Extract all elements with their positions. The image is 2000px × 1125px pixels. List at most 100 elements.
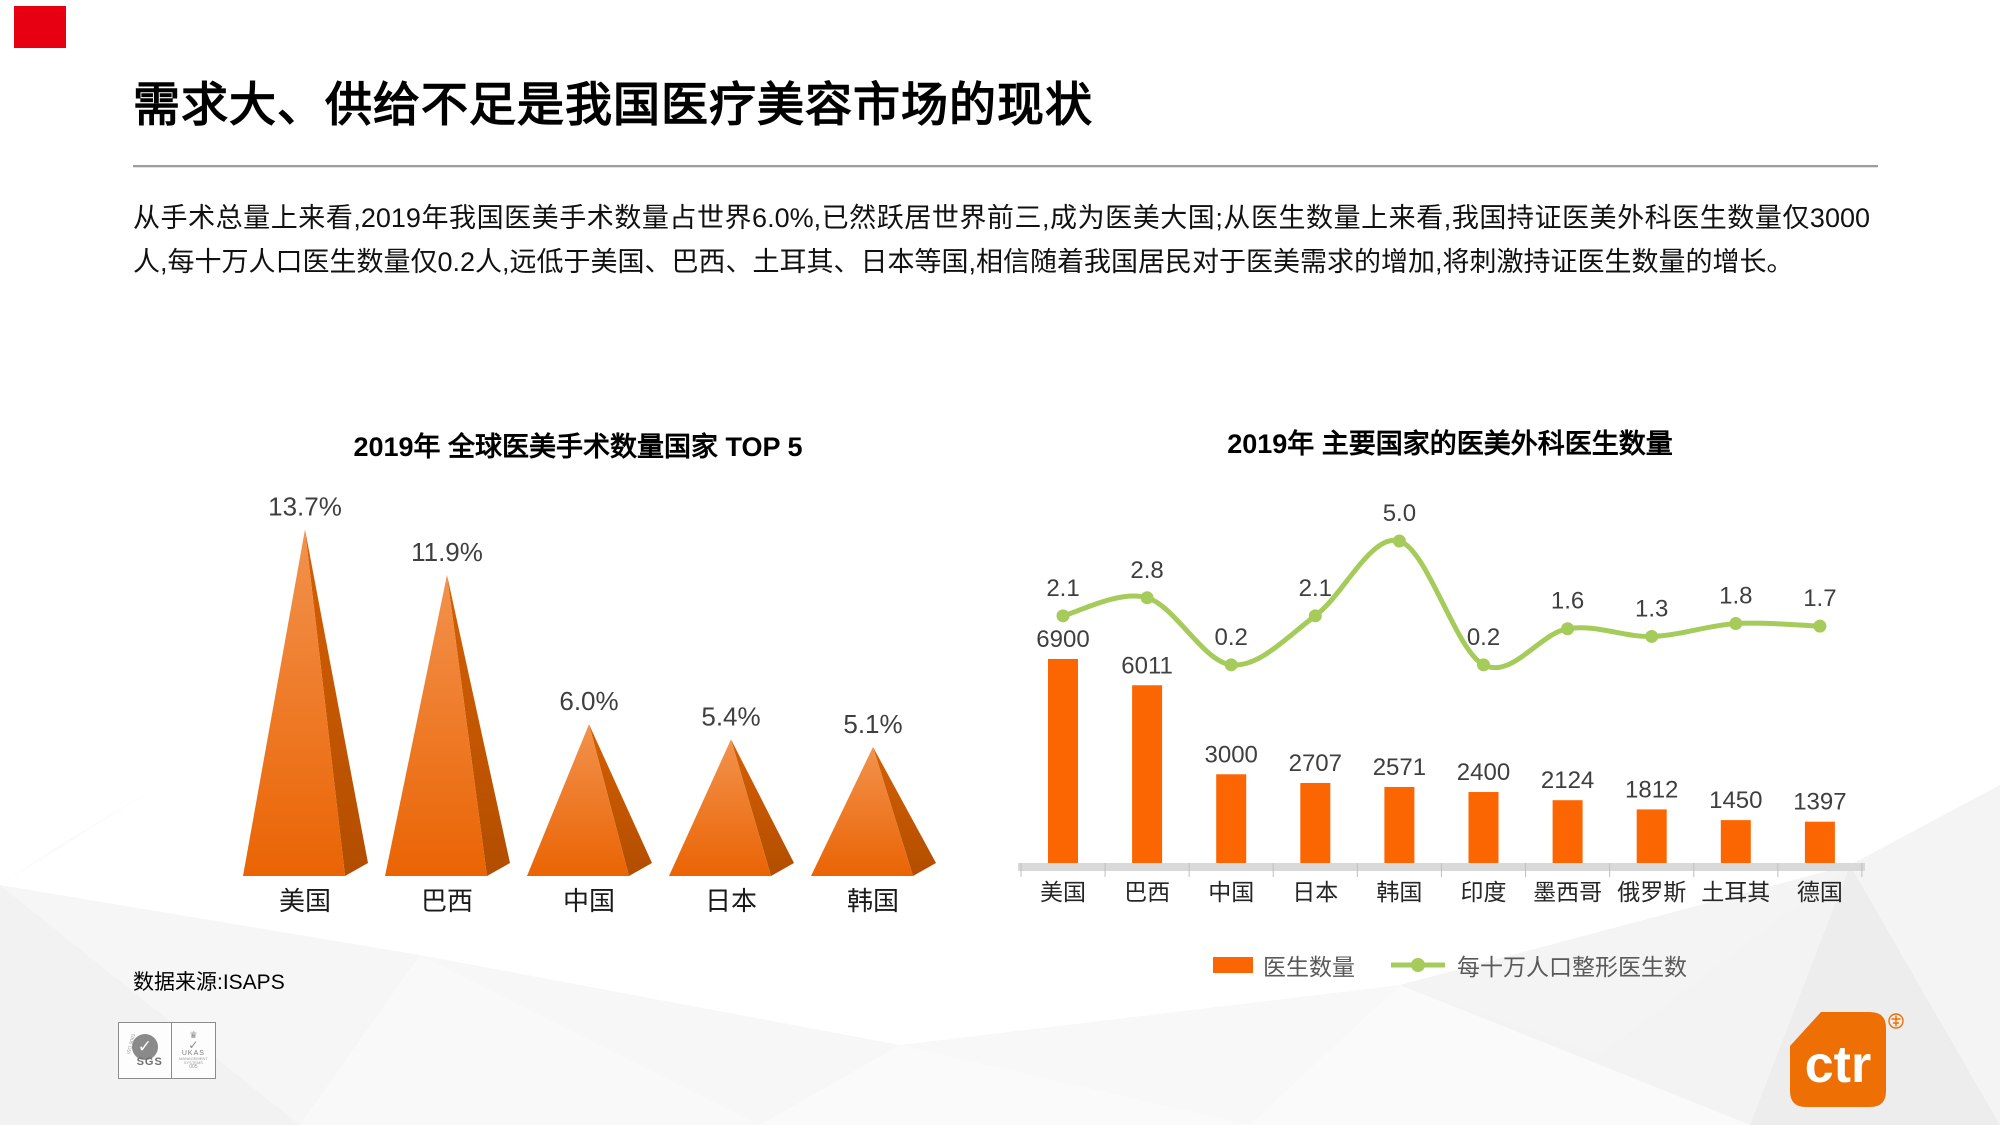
body-paragraph: 从手术总量上来看,2019年我国医美手术数量占世界6.0%,已然跃居世界前三,成… — [133, 203, 1870, 278]
pyramid-value-label: 5.1% — [843, 709, 902, 739]
bar-value-label: 2571 — [1373, 754, 1426, 781]
pyramid-front-face — [385, 574, 487, 876]
pyramid-front-face — [811, 746, 913, 876]
pyramid-side-face — [305, 529, 368, 876]
line-point — [1645, 629, 1659, 643]
ukas-number: 005 — [189, 1064, 198, 1070]
ctr-logo-text: ctr — [1805, 1036, 1871, 1094]
ctr-logo-shape — [1790, 1012, 1886, 1107]
ukas-label: UKAS — [181, 1050, 205, 1057]
line-value-label: 2.1 — [1046, 575, 1079, 602]
x-axis-label: 韩国 — [847, 886, 899, 916]
pyramid-value-label: 11.9% — [411, 537, 483, 567]
line-value-label: 1.7 — [1803, 585, 1836, 612]
pyramid-front-face — [243, 529, 345, 876]
ukas-logo: ♛ ✓ UKAS MANAGEMENT SYSTEMS 005 — [172, 1023, 215, 1078]
x-axis-label: 德国 — [1797, 879, 1843, 905]
x-axis-label: 韩国 — [1376, 879, 1422, 905]
bar-value-label: 1450 — [1709, 787, 1762, 814]
pyramid-front-face — [669, 739, 771, 876]
x-axis-label: 美国 — [279, 886, 331, 916]
line-point — [1392, 534, 1406, 548]
line-point — [1729, 617, 1743, 631]
crown-icon: ♛ — [189, 1030, 198, 1040]
x-axis-label: 日本 — [1292, 879, 1338, 905]
trend-line — [1060, 537, 1823, 670]
line-value-label: 2.1 — [1299, 575, 1332, 602]
line-point — [1561, 622, 1575, 636]
legend-label-line: 每十万人口整形医生数 — [1457, 954, 1687, 980]
bar-value-label: 2707 — [1289, 750, 1342, 777]
pyramid-side-face — [873, 746, 936, 876]
sgs-logo: ISO 9001 ✓ SGS — [119, 1023, 172, 1078]
x-axis-label: 巴西 — [1124, 879, 1170, 905]
bar — [1552, 800, 1583, 863]
registered-mark-icon — [1888, 1013, 1904, 1029]
accent-red-square — [14, 6, 66, 48]
x-axis-label: 巴西 — [421, 886, 473, 916]
x-axis-label: 中国 — [1208, 879, 1254, 905]
legend-label-bars: 医生数量 — [1263, 954, 1355, 980]
bar-series-swatch-icon — [1213, 957, 1253, 973]
line-point — [1477, 658, 1490, 672]
page-title: 需求大、供给不足是我国医疗美容市场的现状 — [133, 78, 1093, 131]
pyramid-value-label: 6.0% — [559, 686, 618, 716]
ukas-check-icon: ✓ — [188, 1038, 199, 1052]
line-value-label: 1.3 — [1635, 595, 1668, 622]
data-source-label: 数据来源:ISAPS — [133, 971, 285, 994]
line-point — [1056, 609, 1070, 623]
pyramid-chart-canvas: 13.7% 美国 11.9% 巴西 6.0% 中国 5.4% 日本 5.1% 韩国 — [243, 491, 936, 916]
bar-value-label: 1397 — [1793, 789, 1846, 816]
bar-value-label: 6011 — [1121, 652, 1173, 679]
x-axis-label: 墨西哥 — [1533, 879, 1602, 905]
bar — [1720, 820, 1751, 863]
title-divider — [133, 165, 1878, 168]
x-axis-label: 日本 — [705, 886, 757, 916]
x-axis-label: 土耳其 — [1701, 879, 1770, 905]
line-value-label: 5.0 — [1383, 500, 1416, 527]
bar-value-label: 6900 — [1036, 626, 1089, 653]
bar-line-chart-canvas: 6900 美国 6011 巴西 3000 中国 2707 日本 2571 韩国 2400 印度 2124… — [1018, 500, 1865, 905]
bar — [1216, 774, 1247, 863]
line-point — [1308, 609, 1322, 623]
right-chart-title: 2019年 主要国家的医美外科医生数量 — [1227, 429, 1673, 459]
legend-item-bars: 医生数量 — [1213, 948, 1355, 982]
x-axis-label: 中国 — [563, 886, 615, 916]
line-point — [1813, 619, 1827, 633]
line-value-label: 0.2 — [1215, 624, 1248, 651]
pyramid-side-face — [731, 739, 794, 876]
pyramid-front-face — [527, 724, 629, 876]
bar — [1468, 792, 1499, 863]
line-series-swatch-icon — [1391, 958, 1445, 972]
sgs-check-icon: ✓ — [131, 1033, 158, 1060]
legend: 医生数量 每十万人口整形医生数 — [1010, 948, 1890, 982]
x-axis-label: 美国 — [1040, 879, 1086, 905]
line-point — [1224, 658, 1238, 672]
bar — [1384, 786, 1415, 863]
certification-badge: ISO 9001 ✓ SGS ♛ ✓ UKAS MANAGEMENT SYSTE… — [118, 1022, 216, 1079]
bar — [1132, 685, 1163, 863]
line-value-label: 1.8 — [1719, 583, 1752, 610]
ctr-logo: ctr — [1790, 1012, 1910, 1107]
sgs-label: SGS — [136, 1055, 163, 1068]
pyramid-side-face — [447, 574, 510, 876]
bar-value-label: 1812 — [1625, 776, 1678, 803]
line-point — [1140, 591, 1154, 605]
pyramid-value-label: 13.7% — [268, 491, 342, 521]
bar — [1300, 782, 1331, 863]
bar — [1048, 658, 1078, 863]
bar-value-label: 2400 — [1457, 759, 1510, 786]
line-value-label: 2.8 — [1130, 557, 1163, 584]
line-value-label: 1.6 — [1551, 588, 1584, 615]
line-value-label: 0.2 — [1467, 624, 1500, 651]
pyramid-side-face — [589, 724, 652, 876]
left-chart-title: 2019年 全球医美手术数量国家 TOP 5 — [353, 432, 803, 462]
bar-value-label: 2124 — [1541, 767, 1594, 794]
bar — [1636, 809, 1667, 863]
bar — [1804, 821, 1835, 863]
surgery-top5-pyramid-chart: 2019年 全球医美手术数量国家 TOP 5 13.7% 美国 11.9% 巴西 6.0… — [133, 425, 1023, 945]
x-axis-label: 印度 — [1461, 879, 1507, 905]
x-axis-label: 俄罗斯 — [1617, 879, 1686, 905]
ukas-subtitle: MANAGEMENT SYSTEMS — [179, 1056, 208, 1065]
legend-item-line: 每十万人口整形医生数 — [1389, 948, 1687, 982]
